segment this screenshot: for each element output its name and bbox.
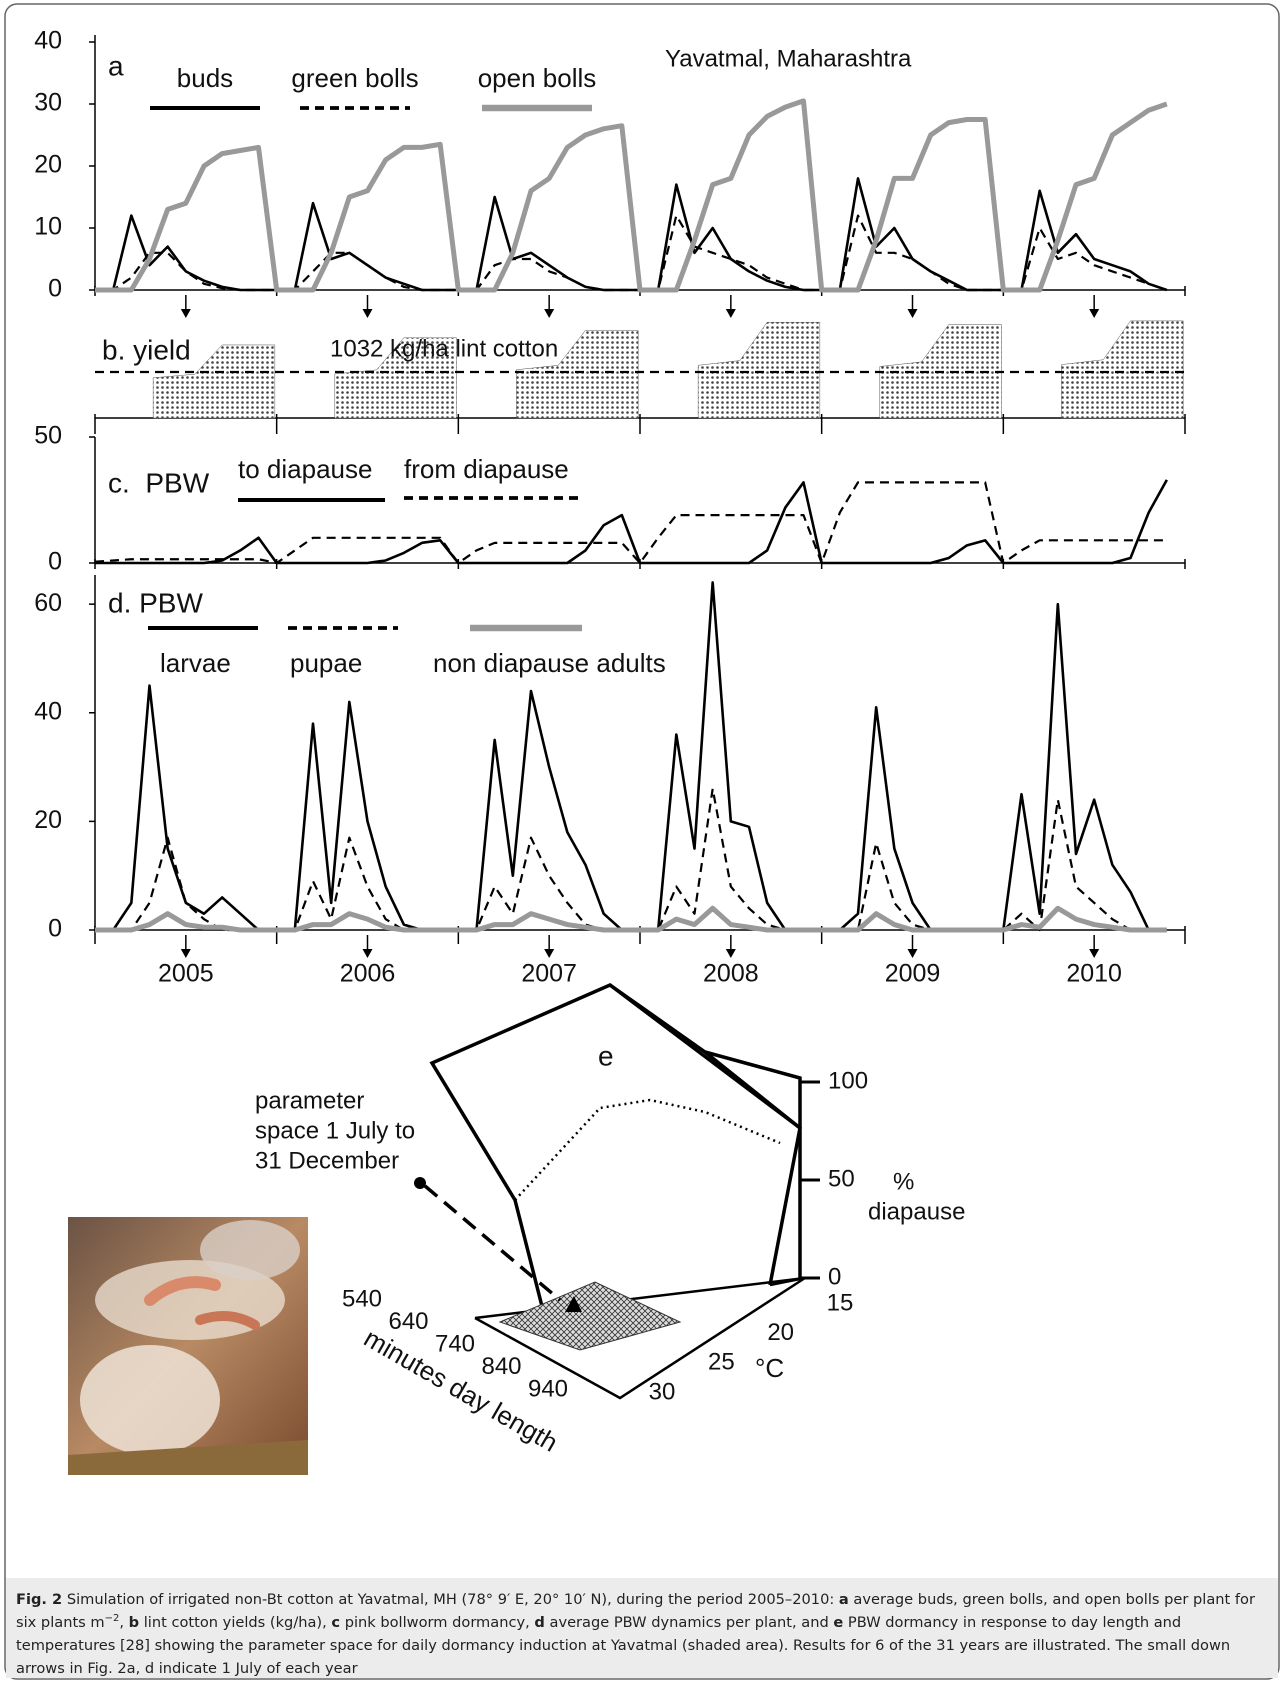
legend-label: green bolls: [291, 63, 418, 93]
x-tick-label: 2008: [703, 960, 759, 988]
y-tick-label: 0: [48, 548, 62, 576]
caption-segment: average PBW dynamics per plant, and: [545, 1614, 834, 1631]
panel-annotation: Yavatmal, Maharashtra: [665, 45, 912, 72]
caption-segment: d: [534, 1614, 544, 1631]
legend-label: larvae: [160, 648, 231, 678]
figure: 0 10 20 30 40 buds green bolls open bolls a Yavat…: [0, 0, 1285, 1683]
z-tick-label: 50: [828, 1165, 855, 1192]
caption: Fig. 2 Simulation of irrigated non-Bt co…: [16, 1588, 1268, 1680]
panel-title: b. yield: [102, 334, 191, 365]
caption-segment: e: [833, 1614, 843, 1631]
caption-segment: lint cotton yields (kg/ha),: [139, 1614, 331, 1631]
panel-title: d. PBW: [108, 587, 203, 618]
caption-segment: c: [331, 1614, 340, 1631]
legend-label: buds: [177, 63, 233, 93]
caption-segment: −2: [105, 1613, 120, 1624]
y-tick-label: 60: [34, 589, 62, 617]
day-tick-label: 640: [388, 1308, 428, 1335]
x-tick-label: 2009: [885, 960, 941, 988]
x-tick-label: 2006: [340, 960, 396, 988]
temp-tick-label: 15: [827, 1289, 854, 1316]
temp-axis-label: °C: [755, 1353, 784, 1383]
caption-segment: Fig. 2: [16, 1591, 62, 1608]
page: 0 10 20 30 40 buds green bolls open bolls a Yavat…: [0, 0, 1285, 1683]
y-tick-label: 0: [48, 275, 62, 303]
legend-label: from diapause: [404, 454, 569, 484]
annotation: parameter: [255, 1087, 364, 1114]
x-tick-label: 2007: [521, 960, 577, 988]
y-tick-label: 40: [34, 27, 62, 55]
panel-title: a: [108, 50, 124, 81]
photo: [68, 1217, 308, 1475]
legend-label: non diapause adults: [433, 648, 666, 678]
temp-tick-label: 20: [767, 1319, 794, 1346]
caption-segment: pink bollworm dormancy,: [340, 1614, 534, 1631]
caption-segment: Simulation of irrigated non-Bt cotton at…: [62, 1591, 839, 1608]
reference-label: 1032 kg/ha lint cotton: [330, 335, 558, 362]
caption-segment: ,: [119, 1614, 128, 1631]
legend-label: to diapause: [238, 454, 372, 484]
y-tick-label: 50: [34, 422, 62, 450]
annotation: space 1 July to: [255, 1117, 415, 1144]
z-axis-label: %: [893, 1168, 914, 1195]
z-axis-label: diapause: [868, 1198, 965, 1225]
y-tick-label: 20: [34, 151, 62, 179]
temp-tick-label: 30: [649, 1378, 676, 1405]
caption-segment: b: [129, 1614, 139, 1631]
annotation: 31 December: [255, 1147, 399, 1174]
day-tick-label: 740: [435, 1330, 475, 1357]
temp-tick-label: 25: [708, 1349, 735, 1376]
x-tick-label: 2010: [1066, 960, 1122, 988]
y-tick-label: 40: [34, 697, 62, 725]
caption-segment: a: [839, 1591, 849, 1608]
z-tick-label: 0: [828, 1263, 841, 1290]
day-tick-label: 840: [481, 1353, 521, 1380]
legend-label: pupae: [290, 648, 362, 678]
panel-title: e: [598, 1040, 614, 1071]
y-tick-label: 0: [48, 915, 62, 943]
x-tick-label: 2005: [158, 960, 214, 988]
y-tick-label: 10: [34, 213, 62, 241]
y-tick-label: 20: [34, 806, 62, 834]
legend-label: open bolls: [478, 63, 597, 93]
z-tick-label: 100: [828, 1067, 868, 1094]
panel-title: c. PBW: [108, 467, 210, 498]
y-tick-label: 30: [34, 89, 62, 117]
day-tick-label: 940: [528, 1375, 568, 1402]
day-tick-label: 540: [342, 1285, 382, 1312]
